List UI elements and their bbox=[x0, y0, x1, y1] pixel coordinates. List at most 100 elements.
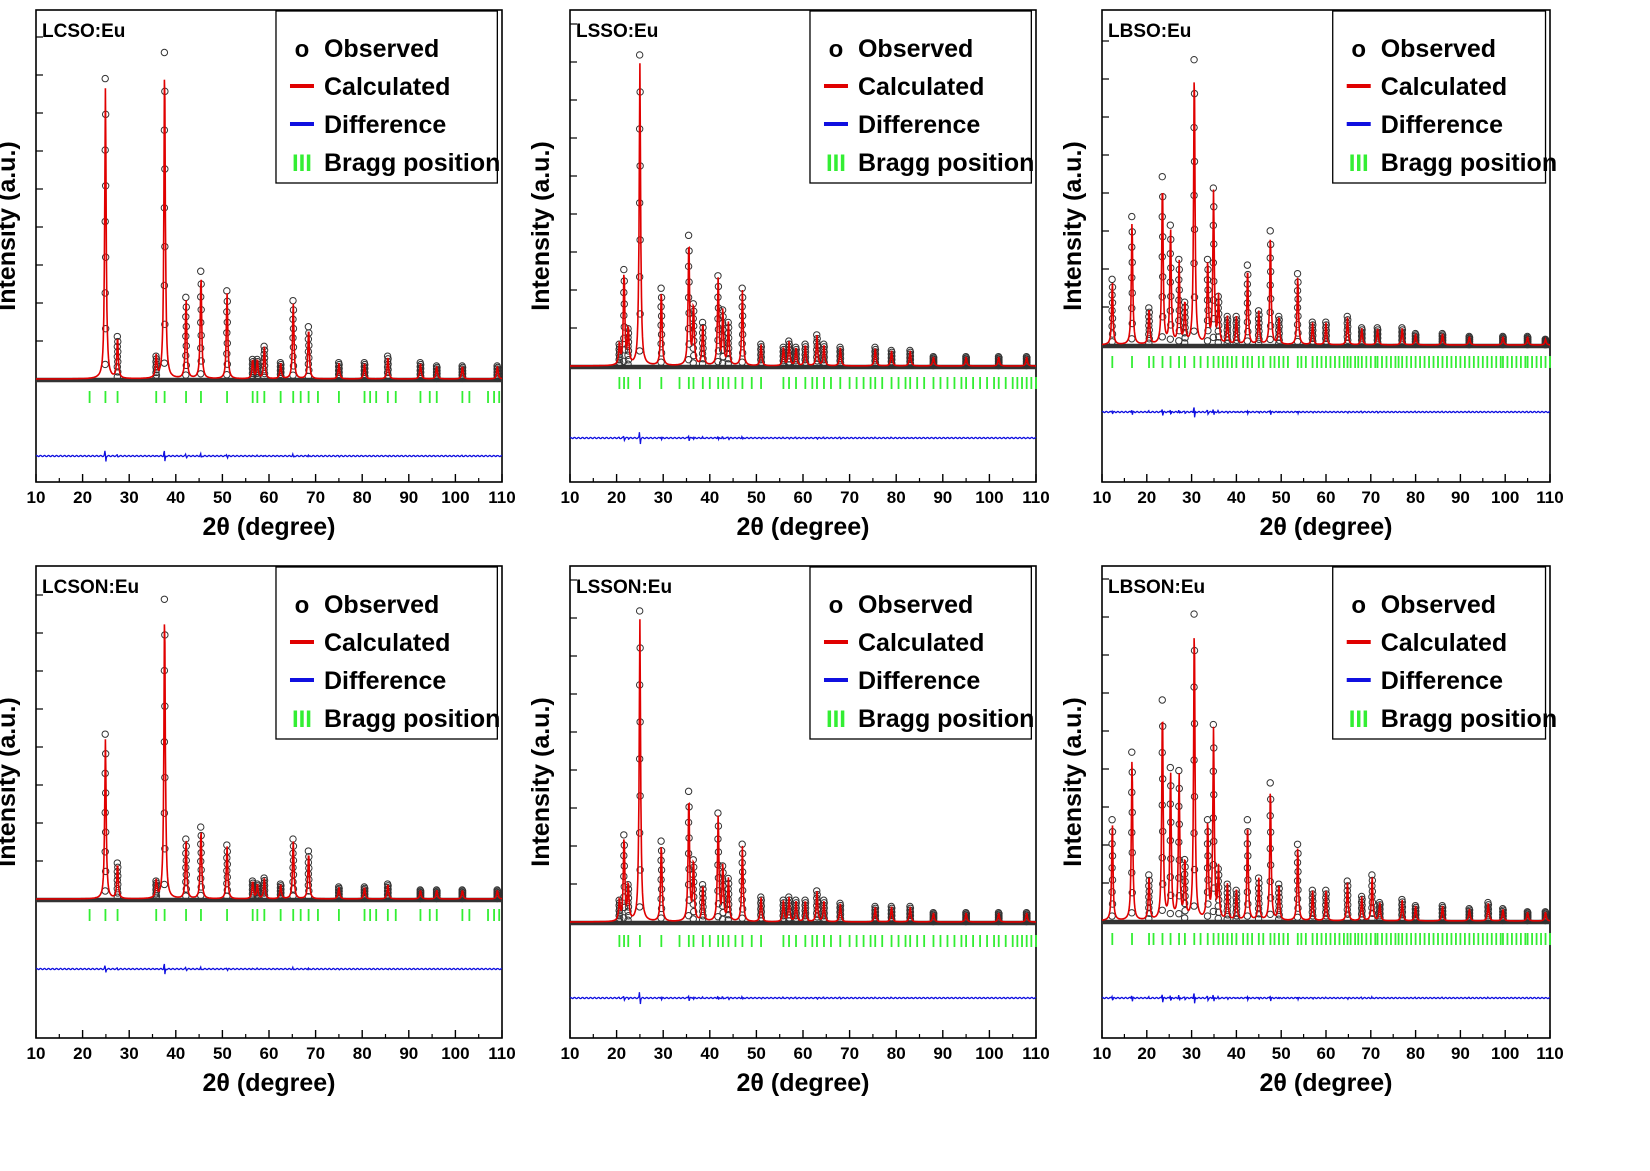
x-tick-label: 90 bbox=[1451, 488, 1470, 507]
observed-point bbox=[160, 281, 169, 290]
observed-point bbox=[801, 358, 810, 367]
legend-label-bragg: Bragg position bbox=[858, 705, 1034, 733]
observed-point bbox=[223, 360, 231, 368]
legend-box bbox=[809, 10, 1032, 184]
observed-point bbox=[1166, 873, 1175, 881]
observed-marker: o bbox=[829, 36, 844, 63]
x-tick-label: 30 bbox=[120, 1044, 139, 1063]
legend-label-observed: Observed bbox=[858, 591, 973, 619]
x-tick-label: 70 bbox=[306, 488, 325, 507]
x-tick-label: 110 bbox=[1022, 1044, 1049, 1063]
observed-point bbox=[1108, 322, 1116, 330]
x-tick-label: 80 bbox=[353, 488, 372, 507]
observed-point bbox=[160, 48, 169, 57]
observed-point bbox=[714, 900, 723, 908]
y-axis-title: Intensity (a.u.) bbox=[0, 141, 21, 310]
legend-label-calculated: Calculated bbox=[1381, 73, 1507, 101]
observed-point bbox=[1190, 902, 1198, 910]
observed-point bbox=[101, 74, 109, 83]
observed-point bbox=[1214, 327, 1222, 335]
x-tick-label: 20 bbox=[1137, 488, 1156, 507]
legend-label-calculated: Calculated bbox=[1381, 629, 1507, 657]
x-tick-label: 80 bbox=[1406, 1044, 1425, 1063]
observed-point bbox=[615, 356, 623, 364]
x-tick-label: 40 bbox=[1227, 1044, 1246, 1063]
x-tick-label: 110 bbox=[1022, 488, 1049, 507]
x-tick-label: 70 bbox=[840, 1044, 859, 1063]
x-tick-label: 70 bbox=[1361, 1044, 1380, 1063]
x-tick-label: 40 bbox=[700, 488, 719, 507]
x-tick-label: 10 bbox=[1093, 488, 1112, 507]
observed-point bbox=[1175, 766, 1183, 775]
observed-point bbox=[1167, 855, 1175, 863]
observed-point bbox=[689, 915, 697, 923]
observed-marker: o bbox=[1351, 592, 1366, 619]
bragg-marker: III bbox=[292, 150, 312, 177]
observed-point bbox=[615, 912, 623, 920]
observed-point bbox=[197, 357, 205, 365]
legend-label-observed: Observed bbox=[1381, 35, 1496, 63]
observed-point bbox=[690, 907, 698, 916]
x-tick-label: 50 bbox=[747, 1044, 766, 1063]
difference-line bbox=[35, 963, 503, 975]
observed-point bbox=[182, 293, 190, 302]
legend: o Observed Calculated Difference III Bragg po… bbox=[809, 10, 1034, 184]
observed-point bbox=[160, 359, 169, 367]
bragg-marker: III bbox=[826, 706, 846, 733]
observed-point bbox=[1190, 55, 1198, 64]
legend: o Observed Calculated Difference III Bragg po… bbox=[809, 566, 1034, 740]
observed-point bbox=[289, 362, 298, 370]
observed-point bbox=[684, 231, 693, 240]
x-tick-label: 50 bbox=[1272, 488, 1291, 507]
observed-point bbox=[615, 361, 623, 369]
x-tick-label: 50 bbox=[1272, 1044, 1291, 1063]
observed-point bbox=[1175, 892, 1183, 900]
observed-point bbox=[260, 373, 268, 382]
chart-panel-6: 10 20 30 40 50 60 70 80 90 100 110 2θ (degree) Inten… bbox=[1059, 565, 1564, 1097]
observed-point bbox=[304, 881, 313, 889]
chart-panel-1: 10 20 30 40 50 60 70 80 90 100 110 2θ (degree) Inten… bbox=[0, 9, 516, 541]
observed-point bbox=[657, 837, 665, 845]
observed-point bbox=[698, 916, 707, 924]
legend: o Observed Calculated Difference III Bragg po… bbox=[1332, 10, 1557, 184]
observed-point bbox=[160, 809, 169, 817]
observed-point bbox=[738, 340, 746, 348]
observed-point bbox=[1128, 868, 1136, 877]
calculated-line bbox=[36, 79, 503, 380]
observed-point bbox=[1293, 269, 1302, 278]
observed-point bbox=[197, 874, 205, 883]
x-tick-label: 10 bbox=[27, 1044, 46, 1063]
observed-point bbox=[1175, 909, 1183, 918]
observed-point bbox=[1145, 330, 1153, 339]
observed-point bbox=[1159, 313, 1167, 321]
legend-label-difference: Difference bbox=[858, 111, 980, 139]
observed-point bbox=[657, 904, 666, 913]
observed-point bbox=[384, 371, 392, 379]
x-tick-label: 30 bbox=[1182, 488, 1201, 507]
observed-point bbox=[620, 914, 628, 922]
observed-marker: o bbox=[295, 36, 310, 63]
y-axis-title: Intensity (a.u.) bbox=[527, 141, 555, 310]
observed-point bbox=[1108, 330, 1117, 338]
difference-line bbox=[569, 432, 1037, 445]
observed-marker: o bbox=[1351, 36, 1366, 63]
observed-point bbox=[724, 360, 732, 368]
observed-point bbox=[1108, 275, 1116, 284]
legend-label-calculated: Calculated bbox=[324, 629, 450, 657]
observed-marker: o bbox=[295, 592, 310, 619]
observed-point bbox=[1166, 763, 1175, 772]
x-tick-label: 40 bbox=[1227, 488, 1246, 507]
observed-point bbox=[624, 360, 632, 368]
observed-point bbox=[1254, 339, 1263, 348]
calculated-line bbox=[1102, 82, 1550, 346]
observed-point bbox=[792, 917, 800, 925]
x-tick-label: 30 bbox=[120, 488, 139, 507]
observed-point bbox=[1180, 914, 1189, 922]
observed-point bbox=[636, 310, 644, 318]
observed-point bbox=[289, 878, 297, 886]
observed-point bbox=[689, 900, 697, 908]
observed-point bbox=[635, 607, 644, 615]
observed-point bbox=[738, 349, 747, 357]
observed-point bbox=[1180, 339, 1189, 347]
x-tick-label: 80 bbox=[887, 1044, 906, 1063]
